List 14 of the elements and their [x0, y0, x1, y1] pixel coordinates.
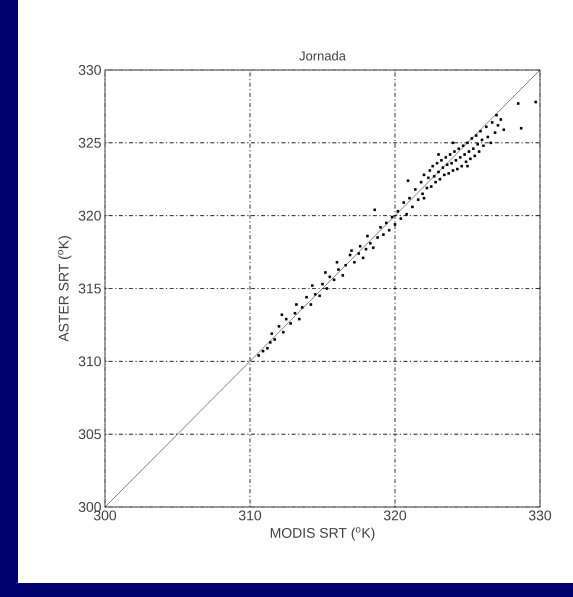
x-tick-label: 320: [384, 510, 406, 520]
y-axis-title: ASTER SRT ($^{o}$K): [58, 236, 72, 342]
y-tick-label: 315: [78, 284, 101, 294]
x-tick-label: 310: [238, 510, 262, 520]
x-tick-label: 300: [94, 510, 116, 520]
y-tick-label: 330: [78, 65, 101, 75]
x-axis-title: MODIS SRT ($^{o}$K): [270, 527, 374, 541]
y-tick-label: 305: [78, 429, 101, 440]
chart-title: Jornada: [299, 50, 346, 60]
y-tick-label: 325: [78, 138, 101, 148]
x-tick-label: 330: [528, 510, 552, 520]
y-tick-label: 320: [78, 210, 101, 221]
y-tick-label: 300: [78, 502, 101, 512]
y-tick-label: 310: [78, 356, 101, 366]
